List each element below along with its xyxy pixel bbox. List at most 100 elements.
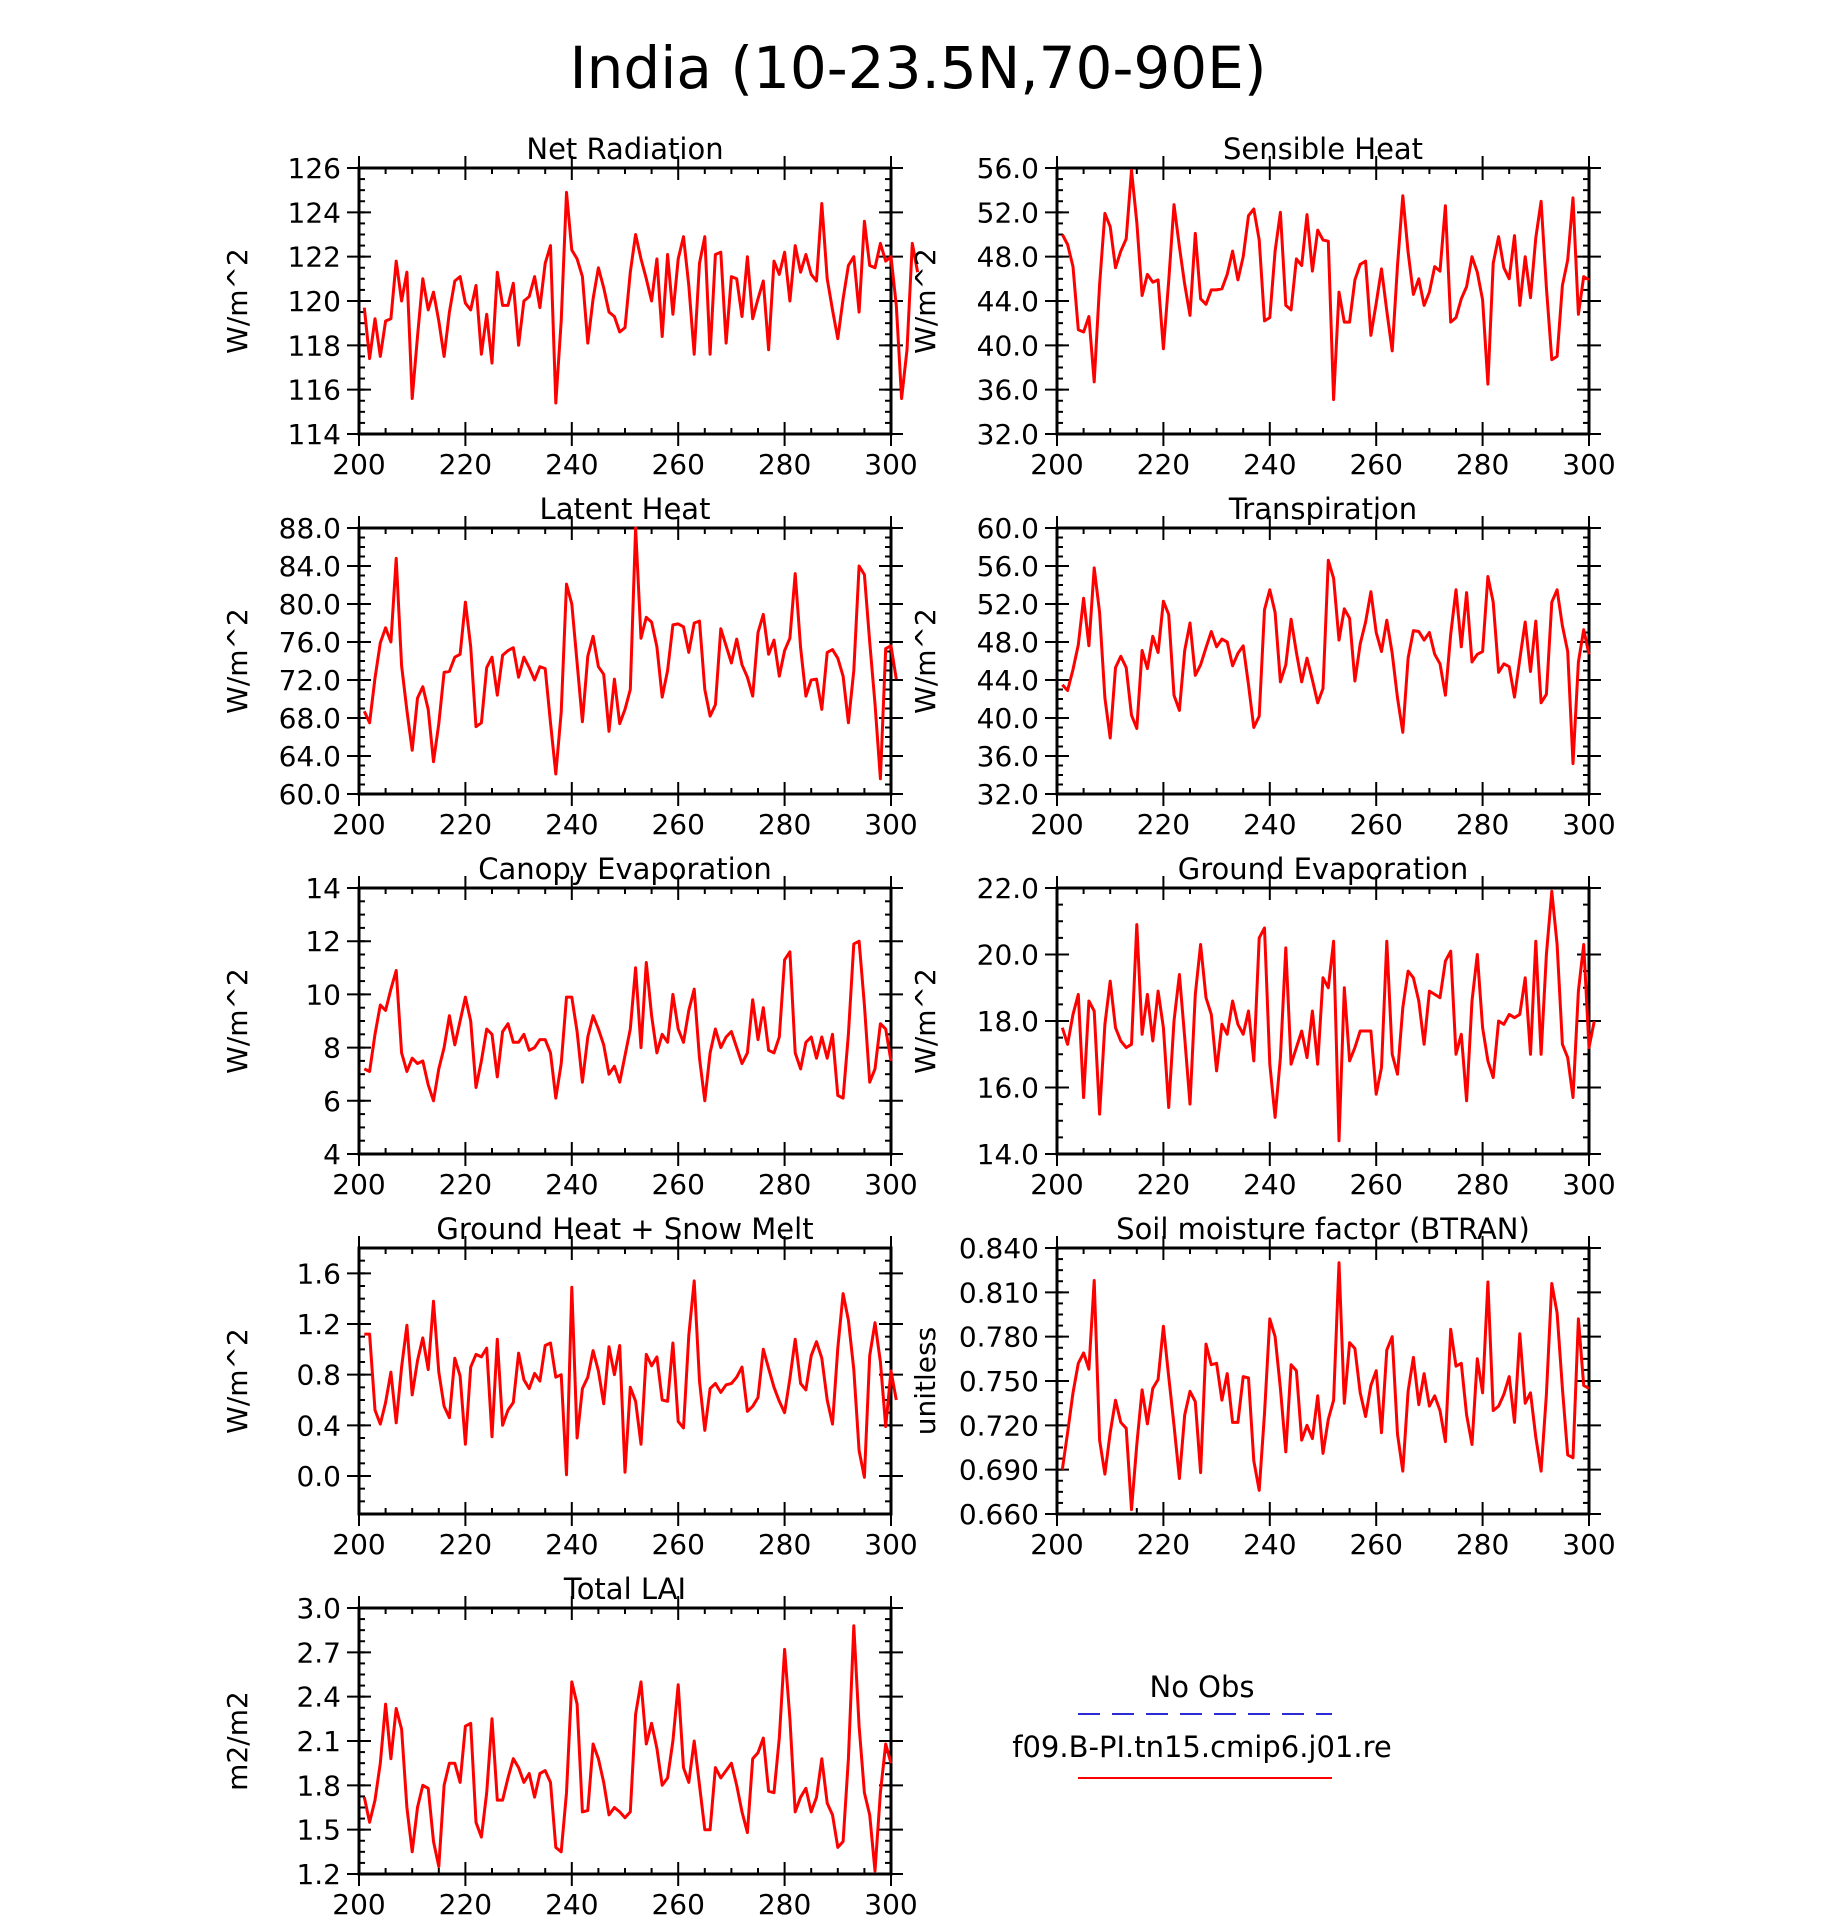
y-tick-label: 0.840 <box>959 1232 1039 1265</box>
x-tick-label: 220 <box>1137 1528 1190 1561</box>
panel-title: Canopy Evaporation <box>478 852 772 886</box>
panel-ground-heat-snow-melt: Ground Heat + Snow Melt 200 220 240 260 280 30… <box>221 1212 918 1561</box>
x-tick-label: 200 <box>332 808 385 841</box>
x-tick-label: 200 <box>1030 448 1083 481</box>
x-tick-label: 260 <box>1349 1528 1402 1561</box>
y-tick-label: 2.1 <box>296 1725 341 1758</box>
y-tick-label: 56.0 <box>977 152 1039 185</box>
x-tick-label: 200 <box>1030 1528 1083 1561</box>
plot-frame <box>357 886 893 1156</box>
x-tick-label: 200 <box>332 1888 385 1921</box>
y-axis-label: W/m^2 <box>909 968 942 1074</box>
y-axis-label: unitless <box>909 1327 942 1435</box>
y-tick-label: 64.0 <box>279 740 341 773</box>
series-line <box>364 1279 898 1479</box>
x-tick-label: 280 <box>1456 1528 1509 1561</box>
x-tick-label: 200 <box>1030 1168 1083 1201</box>
panel-title: Ground Evaporation <box>1178 852 1469 886</box>
series-line <box>1060 168 1590 402</box>
panel-title: Sensible Heat <box>1223 132 1423 166</box>
panel-latent-heat: Latent Heat 200 220 240 260 280 300 60.0 64.0 68.… <box>221 492 918 841</box>
y-tick-label: 40.0 <box>977 702 1039 735</box>
x-tick-label: 220 <box>1137 1168 1190 1201</box>
x-tick-label: 240 <box>545 1168 598 1201</box>
y-tick-label: 20.0 <box>977 939 1039 972</box>
legend-label-model: f09.B-PI.tn15.cmip6.j01.re <box>1012 1730 1391 1764</box>
y-axis-label: W/m^2 <box>221 608 254 714</box>
y-tick-label: 18.0 <box>977 1005 1039 1038</box>
y-tick-label: 32.0 <box>977 418 1039 451</box>
series-line <box>362 190 920 405</box>
x-tick-label: 260 <box>651 808 704 841</box>
panel-title: Latent Heat <box>540 492 711 526</box>
plot-frame <box>357 1606 893 1876</box>
y-tick-label: 114 <box>288 418 341 451</box>
y-tick-label: 126 <box>288 152 341 185</box>
y-tick-label: 52.0 <box>977 588 1039 621</box>
x-tick-label: 240 <box>1243 808 1296 841</box>
y-tick-label: 44.0 <box>977 285 1039 318</box>
y-axis-label: W/m^2 <box>221 968 254 1074</box>
y-tick-label: 6 <box>323 1085 341 1118</box>
y-tick-label: 0.810 <box>959 1276 1039 1309</box>
panel-transpiration: Transpiration 200 220 240 260 280 300 32.0 36.0 4… <box>909 492 1616 841</box>
y-tick-label: 44.0 <box>977 664 1039 697</box>
y-tick-label: 120 <box>288 285 341 318</box>
x-tick-label: 300 <box>1562 448 1615 481</box>
panel-title: Soil moisture factor (BTRAN) <box>1116 1212 1530 1246</box>
x-tick-label: 300 <box>864 1168 917 1201</box>
panel-total-lai: Total LAI 200 220 240 260 280 300 1.2 1.5 1.8 2.1 2… <box>221 1572 918 1921</box>
y-tick-label: 2.7 <box>296 1636 341 1669</box>
x-tick-label: 240 <box>1243 1528 1296 1561</box>
x-tick-label: 260 <box>651 1168 704 1201</box>
figure-title: India (10-23.5N,70-90E) <box>570 34 1267 102</box>
y-tick-label: 0.720 <box>959 1409 1039 1442</box>
y-tick-label: 122 <box>288 241 341 274</box>
y-tick-label: 1.6 <box>296 1257 341 1290</box>
x-tick-label: 280 <box>1456 1168 1509 1201</box>
y-tick-label: 76.0 <box>279 626 341 659</box>
series-line <box>363 939 893 1103</box>
x-tick-label: 240 <box>545 1888 598 1921</box>
x-tick-label: 260 <box>651 1528 704 1561</box>
y-tick-label: 72.0 <box>279 664 341 697</box>
y-tick-label: 22.0 <box>977 872 1039 905</box>
y-tick-label: 12 <box>305 925 341 958</box>
x-tick-label: 300 <box>864 808 917 841</box>
y-tick-label: 52.0 <box>977 196 1039 229</box>
x-tick-label: 280 <box>758 1888 811 1921</box>
x-tick-label: 280 <box>1456 448 1509 481</box>
y-tick-label: 48.0 <box>977 626 1039 659</box>
x-tick-label: 200 <box>332 1168 385 1201</box>
y-tick-label: 0.780 <box>959 1321 1039 1354</box>
y-tick-label: 60.0 <box>279 778 341 811</box>
y-axis-label: m2/m2 <box>221 1691 254 1791</box>
y-tick-label: 36.0 <box>977 740 1039 773</box>
x-tick-label: 300 <box>864 1528 917 1561</box>
x-tick-label: 200 <box>332 1528 385 1561</box>
x-tick-label: 220 <box>1137 448 1190 481</box>
y-tick-label: 0.750 <box>959 1365 1039 1398</box>
series-line <box>1060 1261 1590 1512</box>
y-tick-label: 1.2 <box>296 1858 341 1891</box>
legend: No Obs f09.B-PI.tn15.cmip6.j01.re <box>1012 1670 1392 1779</box>
x-tick-label: 280 <box>758 1168 811 1201</box>
y-tick-label: 32.0 <box>977 778 1039 811</box>
x-tick-label: 220 <box>1137 808 1190 841</box>
y-tick-label: 40.0 <box>977 329 1039 362</box>
x-tick-label: 200 <box>1030 808 1083 841</box>
y-tick-label: 16.0 <box>977 1072 1039 1105</box>
y-tick-label: 80.0 <box>279 588 341 621</box>
y-tick-label: 14.0 <box>977 1138 1039 1171</box>
legend-label-no-obs: No Obs <box>1150 1670 1255 1704</box>
x-tick-label: 220 <box>439 1168 492 1201</box>
y-tick-label: 84.0 <box>279 550 341 583</box>
y-tick-label: 124 <box>288 196 341 229</box>
x-tick-label: 260 <box>651 448 704 481</box>
y-tick-label: 0.690 <box>959 1454 1039 1487</box>
x-tick-label: 300 <box>1562 1168 1615 1201</box>
y-tick-label: 10 <box>305 978 341 1011</box>
plot-frame <box>357 526 893 796</box>
x-tick-label: 300 <box>864 448 917 481</box>
